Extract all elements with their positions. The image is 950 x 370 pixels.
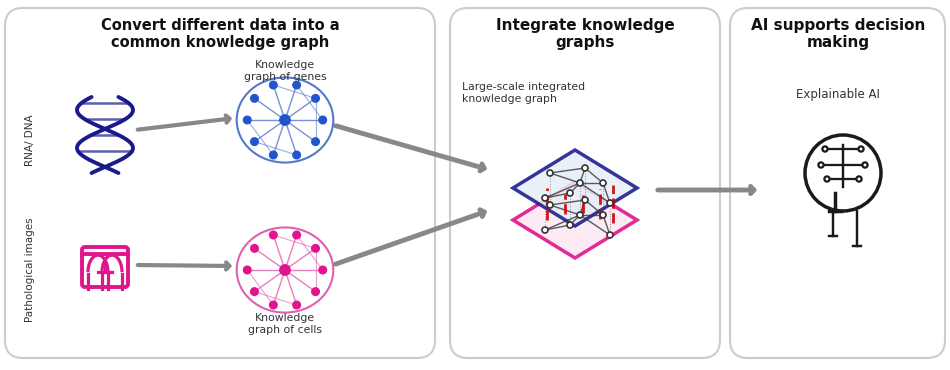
Circle shape bbox=[293, 151, 300, 159]
Circle shape bbox=[251, 245, 258, 252]
Circle shape bbox=[293, 231, 300, 239]
Circle shape bbox=[319, 116, 327, 124]
Ellipse shape bbox=[237, 228, 333, 313]
Circle shape bbox=[825, 176, 829, 182]
Circle shape bbox=[607, 232, 613, 238]
Circle shape bbox=[577, 212, 583, 218]
Circle shape bbox=[582, 197, 588, 203]
FancyBboxPatch shape bbox=[730, 8, 945, 358]
Circle shape bbox=[270, 151, 277, 159]
Circle shape bbox=[607, 200, 613, 206]
Circle shape bbox=[312, 138, 319, 145]
Circle shape bbox=[600, 180, 606, 186]
Circle shape bbox=[243, 266, 251, 274]
Circle shape bbox=[818, 162, 824, 168]
Circle shape bbox=[251, 288, 258, 295]
Circle shape bbox=[251, 95, 258, 102]
Text: Convert different data into a
common knowledge graph: Convert different data into a common kno… bbox=[101, 18, 339, 50]
Text: AI supports decision
making: AI supports decision making bbox=[750, 18, 925, 50]
Circle shape bbox=[859, 147, 864, 152]
Circle shape bbox=[863, 162, 867, 168]
Circle shape bbox=[547, 202, 553, 208]
Circle shape bbox=[577, 180, 583, 186]
Text: Knowledge
graph of genes: Knowledge graph of genes bbox=[244, 60, 326, 82]
Text: RNA/ DNA: RNA/ DNA bbox=[25, 114, 35, 166]
Circle shape bbox=[293, 301, 300, 309]
Circle shape bbox=[312, 245, 319, 252]
Circle shape bbox=[243, 116, 251, 124]
Text: Large-scale integrated
knowledge graph: Large-scale integrated knowledge graph bbox=[462, 82, 585, 104]
Circle shape bbox=[805, 135, 881, 211]
Polygon shape bbox=[513, 150, 637, 226]
Circle shape bbox=[280, 265, 290, 275]
Circle shape bbox=[319, 266, 327, 274]
Text: Knowledge
graph of cells: Knowledge graph of cells bbox=[248, 313, 322, 334]
Circle shape bbox=[312, 288, 319, 295]
Polygon shape bbox=[513, 182, 637, 258]
Text: Pathological images: Pathological images bbox=[25, 218, 35, 322]
Circle shape bbox=[567, 190, 573, 196]
Text: Integrate knowledge
graphs: Integrate knowledge graphs bbox=[496, 18, 674, 50]
Circle shape bbox=[293, 81, 300, 89]
Circle shape bbox=[270, 81, 277, 89]
Circle shape bbox=[567, 222, 573, 228]
Text: Explainable AI: Explainable AI bbox=[796, 88, 880, 101]
Circle shape bbox=[547, 170, 553, 176]
Circle shape bbox=[823, 147, 827, 152]
Circle shape bbox=[542, 195, 548, 201]
Circle shape bbox=[251, 138, 258, 145]
Circle shape bbox=[270, 231, 277, 239]
Circle shape bbox=[270, 301, 277, 309]
Circle shape bbox=[280, 115, 290, 125]
FancyBboxPatch shape bbox=[82, 247, 128, 287]
Circle shape bbox=[582, 165, 588, 171]
Circle shape bbox=[312, 95, 319, 102]
Ellipse shape bbox=[237, 77, 333, 162]
Circle shape bbox=[542, 227, 548, 233]
Circle shape bbox=[856, 176, 862, 182]
FancyBboxPatch shape bbox=[450, 8, 720, 358]
FancyBboxPatch shape bbox=[5, 8, 435, 358]
Circle shape bbox=[600, 212, 606, 218]
